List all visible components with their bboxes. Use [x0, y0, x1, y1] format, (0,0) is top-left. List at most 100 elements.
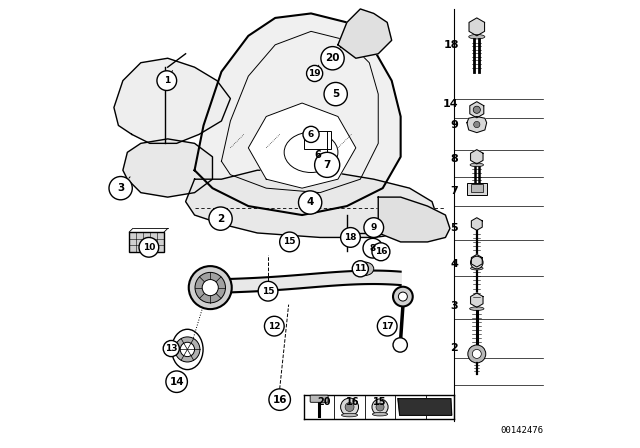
Polygon shape	[338, 9, 392, 58]
Circle shape	[468, 345, 486, 363]
Text: 12: 12	[268, 322, 280, 331]
Ellipse shape	[470, 163, 484, 167]
Text: 19: 19	[308, 69, 321, 78]
Bar	[304, 131, 331, 149]
Text: 3: 3	[117, 183, 124, 193]
Text: 16: 16	[273, 395, 287, 405]
Circle shape	[166, 371, 188, 392]
Circle shape	[340, 398, 358, 416]
Text: 16: 16	[374, 247, 387, 256]
Polygon shape	[470, 150, 483, 164]
Text: 18: 18	[444, 40, 459, 50]
Circle shape	[269, 389, 291, 410]
Circle shape	[472, 349, 481, 358]
Ellipse shape	[356, 262, 374, 276]
Text: 13: 13	[165, 344, 177, 353]
Circle shape	[372, 243, 390, 261]
Polygon shape	[470, 293, 483, 307]
Text: 9: 9	[371, 223, 377, 232]
Ellipse shape	[470, 267, 483, 270]
Circle shape	[372, 399, 388, 415]
Polygon shape	[378, 197, 450, 242]
Polygon shape	[248, 103, 356, 188]
Circle shape	[202, 280, 218, 296]
Circle shape	[398, 292, 408, 301]
Polygon shape	[398, 399, 452, 415]
Polygon shape	[114, 58, 230, 143]
Polygon shape	[123, 139, 212, 197]
Text: 15: 15	[373, 397, 387, 407]
Text: 1: 1	[164, 76, 170, 85]
Polygon shape	[467, 116, 486, 133]
Circle shape	[157, 71, 177, 90]
Text: 16: 16	[346, 397, 360, 407]
Text: 5: 5	[332, 89, 339, 99]
Text: 4: 4	[450, 259, 458, 269]
Circle shape	[393, 287, 413, 306]
Circle shape	[180, 342, 195, 357]
Polygon shape	[186, 170, 436, 237]
Circle shape	[303, 126, 319, 142]
Text: 14: 14	[442, 99, 458, 109]
Circle shape	[378, 316, 397, 336]
Polygon shape	[195, 13, 401, 215]
Text: 15: 15	[284, 237, 296, 246]
Text: 8: 8	[450, 155, 458, 164]
Circle shape	[376, 403, 384, 411]
Circle shape	[321, 47, 344, 70]
Text: 2: 2	[217, 214, 224, 224]
Ellipse shape	[468, 34, 485, 39]
Text: 17: 17	[381, 322, 394, 331]
Text: 20: 20	[325, 53, 340, 63]
Text: 10: 10	[143, 243, 155, 252]
Ellipse shape	[470, 307, 484, 310]
Circle shape	[195, 272, 225, 303]
Circle shape	[258, 281, 278, 301]
Circle shape	[163, 340, 179, 357]
Circle shape	[175, 337, 200, 362]
Circle shape	[139, 237, 159, 257]
Circle shape	[352, 261, 369, 277]
Text: 6: 6	[308, 130, 314, 139]
Text: 14: 14	[170, 377, 184, 387]
Circle shape	[315, 152, 340, 177]
FancyBboxPatch shape	[310, 395, 328, 402]
Polygon shape	[469, 18, 484, 36]
Circle shape	[364, 218, 383, 237]
Circle shape	[470, 256, 483, 269]
Circle shape	[264, 316, 284, 336]
Circle shape	[363, 238, 383, 258]
Text: 3: 3	[451, 302, 458, 311]
Text: 5: 5	[451, 224, 458, 233]
Circle shape	[209, 207, 232, 230]
Text: 20: 20	[317, 397, 332, 407]
Ellipse shape	[342, 413, 358, 417]
Ellipse shape	[372, 412, 388, 416]
Bar	[470, 184, 483, 192]
Circle shape	[345, 402, 354, 411]
Circle shape	[473, 106, 481, 113]
Text: 9: 9	[450, 121, 458, 130]
Bar	[129, 232, 164, 252]
Circle shape	[280, 232, 300, 252]
Text: 7: 7	[450, 186, 458, 196]
Polygon shape	[472, 218, 482, 230]
Circle shape	[307, 65, 323, 82]
Text: 6: 6	[314, 150, 321, 160]
Circle shape	[474, 121, 480, 128]
Text: 4: 4	[307, 198, 314, 207]
Circle shape	[324, 82, 348, 106]
Circle shape	[109, 177, 132, 200]
Text: 18: 18	[344, 233, 356, 242]
Text: 15: 15	[262, 287, 275, 296]
Bar	[467, 183, 486, 195]
Text: 2: 2	[450, 343, 458, 353]
Polygon shape	[472, 254, 482, 267]
Circle shape	[189, 266, 232, 309]
Circle shape	[340, 228, 360, 247]
Polygon shape	[470, 102, 484, 118]
Circle shape	[393, 338, 408, 352]
Text: 00142476: 00142476	[500, 426, 543, 435]
Circle shape	[298, 191, 322, 214]
Ellipse shape	[284, 132, 338, 172]
